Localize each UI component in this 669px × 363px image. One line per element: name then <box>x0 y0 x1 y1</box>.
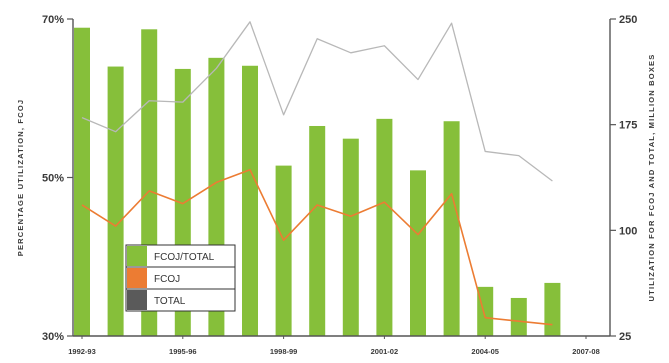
right-tick-label: 250 <box>619 14 637 26</box>
bar-2000-01 <box>342 138 359 336</box>
bar-2002-03 <box>410 170 426 336</box>
x-axis-ticks: 1992-93 1995-96 1998-99 2001-02 2004-05 2007-… <box>68 336 600 356</box>
bar-2003-04 <box>443 121 460 336</box>
legend-label: FCOJ <box>154 274 180 285</box>
legend-label: TOTAL <box>154 296 186 307</box>
series-lines <box>81 21 553 326</box>
left-axis-title: PERCENTAGE UTILIZATION, FCOJ <box>16 99 25 257</box>
legend-swatch <box>127 290 147 310</box>
x-tick-label: 2004-05 <box>471 347 499 356</box>
series-line-fcoj <box>81 168 553 326</box>
bar-2001-02 <box>376 118 393 336</box>
legend-row <box>125 288 236 312</box>
fcoj-total-bars <box>74 27 561 337</box>
left-tick-label: 70% <box>42 14 64 26</box>
bar-1999-00 <box>309 125 326 336</box>
bar-1998-99 <box>275 165 292 336</box>
left-tick-label: 30% <box>42 331 64 343</box>
x-tick-label: 2007-08 <box>572 347 600 356</box>
bar-2004-05 <box>477 286 494 336</box>
right-tick-label: 25 <box>619 331 631 343</box>
legend: FCOJ/TOTAL FCOJ TOTAL <box>125 244 236 312</box>
right-axis-ticks: 25 100 175 250 <box>610 14 637 343</box>
bar-1992-93 <box>74 27 90 337</box>
legend-swatch <box>127 246 147 266</box>
left-axis-ticks: 30% 50% 70% <box>42 14 73 343</box>
bar-1997-98 <box>242 65 258 336</box>
x-tick-label: 1992-93 <box>68 347 96 356</box>
bar-1993-94 <box>107 66 124 337</box>
right-axis-title: UTILIZATION FOR FCOJ AND TOTAL, MILLION … <box>647 54 656 302</box>
right-tick-label: 175 <box>619 120 637 132</box>
bar-2005-06 <box>510 297 527 336</box>
x-tick-label: 1995-96 <box>169 347 197 356</box>
right-tick-label: 100 <box>619 225 637 237</box>
legend-swatch <box>127 268 147 288</box>
left-tick-label: 50% <box>42 173 64 185</box>
x-tick-label: 1998-99 <box>270 347 298 356</box>
x-tick-label: 2001-02 <box>371 347 399 356</box>
bar-2006-07 <box>544 282 561 336</box>
legend-label: FCOJ/TOTAL <box>154 252 215 263</box>
